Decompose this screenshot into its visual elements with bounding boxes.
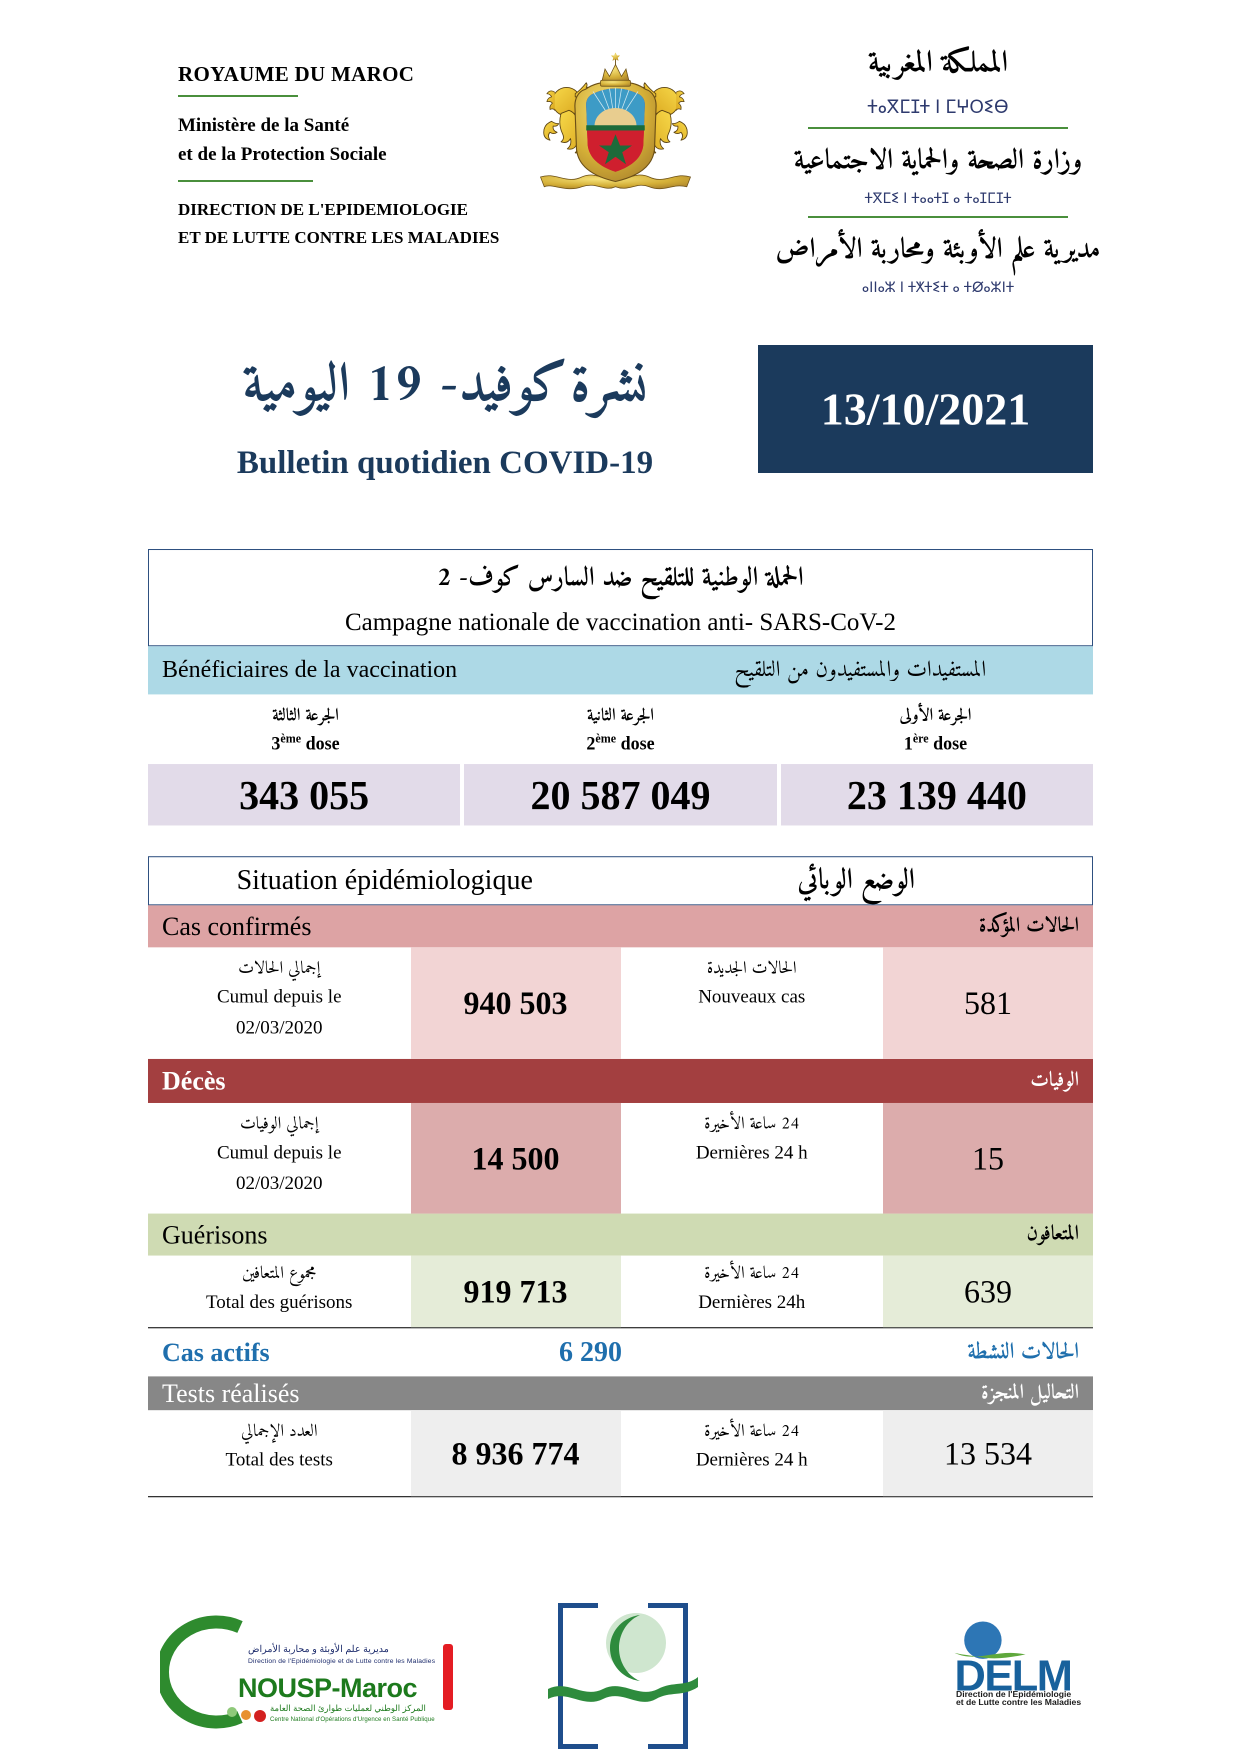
svg-text:Centre National d'Opérations d: Centre National d'Opérations d'Urgence e… [270,1716,435,1723]
svg-text:NOUSP-Maroc: NOUSP-Maroc [238,1673,418,1703]
svg-text:Direction de l'Epidémiologie e: Direction de l'Epidémiologie et de Lutte… [248,1658,436,1665]
svg-text:مديرية علم الأوبئة و محاربة ال: مديرية علم الأوبئة و محاربة الأمراض [248,1643,389,1655]
svg-text:المركز الوطني لعمليات طوارئ ال: المركز الوطني لعمليات طوارئ الصحة العامة [270,1703,426,1714]
svg-text:et de Lutte contre les Maladie: et de Lutte contre les Maladies [956,1697,1081,1706]
